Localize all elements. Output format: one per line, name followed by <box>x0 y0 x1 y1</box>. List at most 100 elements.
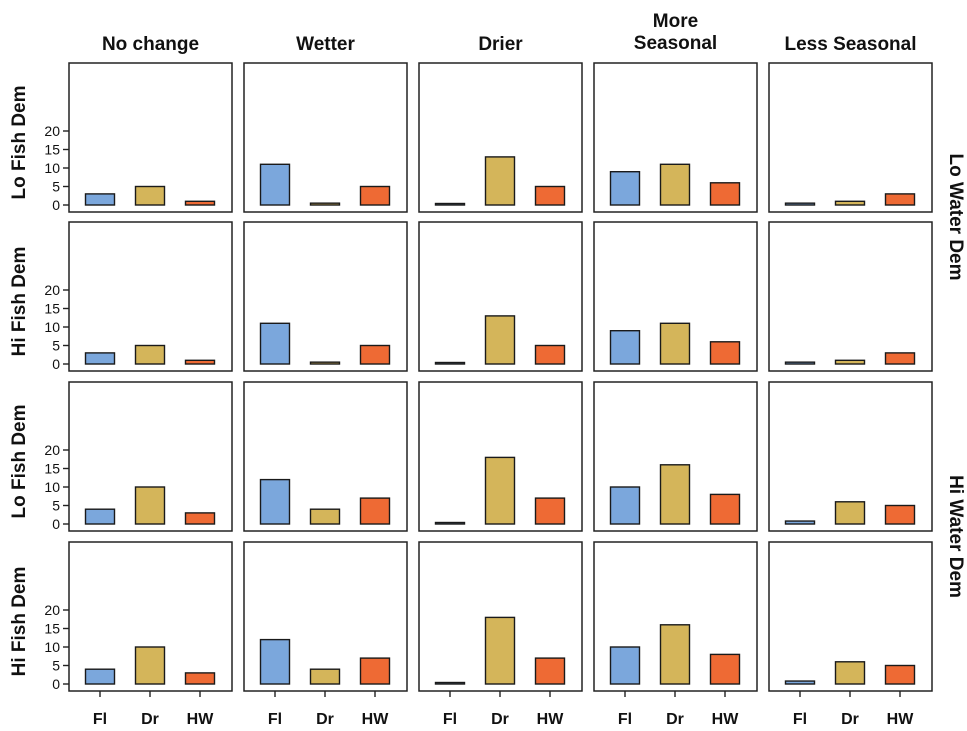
bar-hw <box>884 352 916 365</box>
x-category-label: Fl <box>443 711 457 728</box>
column-title: Drier <box>478 34 523 55</box>
bar-hw <box>534 344 566 365</box>
bar-hw <box>534 185 566 206</box>
x-category-label: Fl <box>93 711 107 728</box>
bar-dr <box>659 624 691 685</box>
x-category-label: HW <box>187 711 215 728</box>
bar-hw <box>709 653 741 685</box>
y-tick-label: 20 <box>44 123 60 139</box>
bar-hw <box>359 344 391 365</box>
y-tick-label: 0 <box>52 356 60 372</box>
x-category-label: HW <box>362 711 390 728</box>
bar-dr <box>659 464 691 525</box>
panel-frame <box>768 221 933 372</box>
bar-dr <box>134 486 166 525</box>
bar-hw <box>359 657 391 685</box>
column-title: Less Seasonal <box>784 34 916 55</box>
y-tick-label: 0 <box>52 516 60 532</box>
x-category-label: Dr <box>491 711 509 728</box>
bar-hw <box>884 664 916 685</box>
y-tick-label: 10 <box>44 160 60 176</box>
y-tick-label: 15 <box>44 621 60 637</box>
y-tick-label: 15 <box>44 301 60 317</box>
y-tick-label: 15 <box>44 142 60 158</box>
bar-fl <box>609 646 641 685</box>
bar-fl <box>259 478 291 525</box>
y-tick-label: 10 <box>44 319 60 335</box>
column-title: More <box>653 11 698 32</box>
x-category-label: HW <box>537 711 565 728</box>
column-title: Wetter <box>296 34 355 55</box>
bar-fl <box>434 202 466 206</box>
bar-dr <box>309 508 341 525</box>
y-tick-label: 5 <box>52 498 60 514</box>
y-tick-label: 20 <box>44 442 60 458</box>
y-tick-label: 5 <box>52 658 60 674</box>
row-label: Hi Fish Dem <box>9 567 30 677</box>
bar-dr <box>834 200 866 206</box>
column-title: Seasonal <box>634 33 717 54</box>
bar-dr <box>659 322 691 365</box>
x-category-label: Fl <box>793 711 807 728</box>
bar-hw <box>184 200 216 206</box>
bar-fl <box>784 361 816 365</box>
bar-dr <box>484 156 516 206</box>
y-tick-label: 20 <box>44 282 60 298</box>
bar-fl <box>784 680 816 685</box>
bar-fl <box>84 352 116 365</box>
bar-hw <box>709 493 741 525</box>
x-category-label: Dr <box>141 711 159 728</box>
bar-dr <box>834 501 866 525</box>
x-category-label: HW <box>887 711 915 728</box>
bar-fl <box>434 681 466 685</box>
bar-hw <box>709 341 741 365</box>
column-title: No change <box>102 34 199 55</box>
bar-fl <box>259 322 291 365</box>
bar-fl <box>434 361 466 365</box>
y-tick-label: 0 <box>52 676 60 692</box>
y-tick-label: 5 <box>52 179 60 195</box>
panel-frame <box>768 62 933 213</box>
bar-dr <box>309 361 341 365</box>
bar-fl <box>609 330 641 365</box>
bar-fl <box>84 193 116 206</box>
row-group-label: Lo Water Dem <box>945 153 966 280</box>
x-category-label: Dr <box>841 711 859 728</box>
bar-fl <box>784 202 816 206</box>
bar-dr <box>134 185 166 206</box>
x-category-label: Fl <box>618 711 632 728</box>
bar-dr <box>484 456 516 525</box>
y-tick-label: 20 <box>44 602 60 618</box>
x-category-label: Dr <box>666 711 684 728</box>
x-category-label: Fl <box>268 711 282 728</box>
bar-fl <box>609 170 641 206</box>
bar-fl <box>84 668 116 685</box>
bar-hw <box>884 504 916 525</box>
bar-hw <box>184 672 216 685</box>
bar-hw <box>534 497 566 525</box>
y-tick-label: 10 <box>44 639 60 655</box>
bar-hw <box>359 497 391 525</box>
bar-dr <box>659 163 691 206</box>
bar-hw <box>184 359 216 365</box>
y-tick-label: 0 <box>52 197 60 213</box>
bar-dr <box>134 344 166 365</box>
bar-hw <box>534 657 566 685</box>
bar-dr <box>484 616 516 685</box>
bar-fl <box>259 163 291 206</box>
bar-fl <box>609 486 641 525</box>
row-label: Lo Fish Dem <box>9 404 30 518</box>
bar-fl <box>259 638 291 685</box>
y-tick-label: 15 <box>44 461 60 477</box>
bar-hw <box>884 193 916 206</box>
row-label: Lo Fish Dem <box>9 85 30 199</box>
bar-dr <box>484 315 516 365</box>
bar-dr <box>309 202 341 206</box>
bar-hw <box>709 182 741 206</box>
bar-fl <box>784 520 816 525</box>
bar-dr <box>834 359 866 365</box>
y-tick-label: 10 <box>44 479 60 495</box>
row-label: Hi Fish Dem <box>9 247 30 357</box>
bar-fl <box>84 508 116 525</box>
x-category-label: HW <box>712 711 740 728</box>
